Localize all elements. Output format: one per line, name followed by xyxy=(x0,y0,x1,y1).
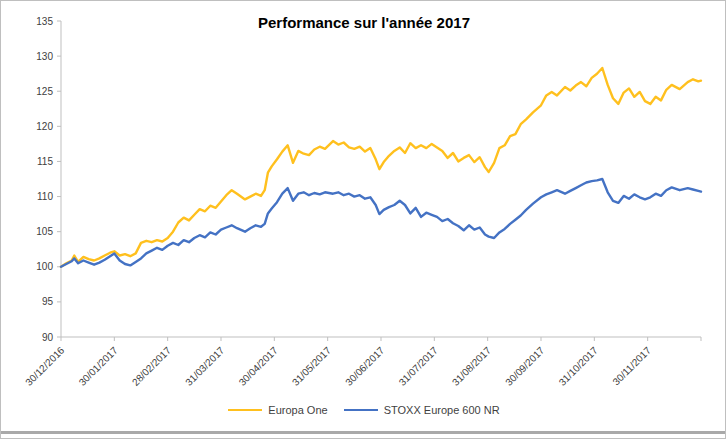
window-bottom-edge xyxy=(1,431,725,434)
x-axis-tick-label: 31/07/2017 xyxy=(397,344,440,387)
x-axis-tick-label: 30/04/2017 xyxy=(237,344,280,387)
y-axis-tick-label: 135 xyxy=(36,16,53,27)
y-axis-tick-label: 125 xyxy=(36,86,53,97)
legend-item-stoxx: STOXX Europe 600 NR xyxy=(344,404,500,416)
series-line-1 xyxy=(61,179,701,267)
x-axis-tick-label: 28/02/2017 xyxy=(130,344,173,387)
chart-window: Performance sur l'année 2017 90951001051… xyxy=(0,0,726,439)
y-axis-tick-label: 100 xyxy=(36,261,53,272)
performance-line-chart: 90 95 100 105 110 115 120 125 130 135 30/12/2016 30… xyxy=(1,1,726,439)
chart-legend: Europa One STOXX Europe 600 NR xyxy=(1,400,726,420)
y-axis-tick-label: 95 xyxy=(42,296,54,307)
x-axis-tick-label: 31/08/2017 xyxy=(450,344,493,387)
x-axis-tick-label: 30/09/2017 xyxy=(503,344,546,387)
y-axis-tick-label: 90 xyxy=(42,332,54,343)
x-axis-tick-label: 31/10/2017 xyxy=(557,344,600,387)
y-axis-tick-label: 110 xyxy=(37,191,53,202)
legend-label: Europa One xyxy=(268,404,327,416)
x-axis-tick-label: 30/11/2017 xyxy=(610,344,653,387)
x-axis-tick-label: 30/12/2016 xyxy=(23,344,66,387)
x-axis-tick-label: 30/06/2017 xyxy=(343,344,386,387)
y-axis-tick-label: 115 xyxy=(37,156,53,167)
legend-label: STOXX Europe 600 NR xyxy=(384,404,500,416)
y-axis-tick-label: 130 xyxy=(36,51,53,62)
legend-line-swatch-blue xyxy=(344,409,378,412)
x-axis-tick-label: 30/01/2017 xyxy=(77,344,120,387)
y-axis-tick-label: 105 xyxy=(36,226,53,237)
legend-line-swatch-yellow xyxy=(228,409,262,412)
legend-item-europa-one: Europa One xyxy=(228,404,327,416)
y-axis-tick-label: 120 xyxy=(36,121,53,132)
x-axis-tick-label: 31/05/2017 xyxy=(290,344,333,387)
series-line-0 xyxy=(61,68,701,267)
x-axis-tick-label: 31/03/2017 xyxy=(183,344,226,387)
